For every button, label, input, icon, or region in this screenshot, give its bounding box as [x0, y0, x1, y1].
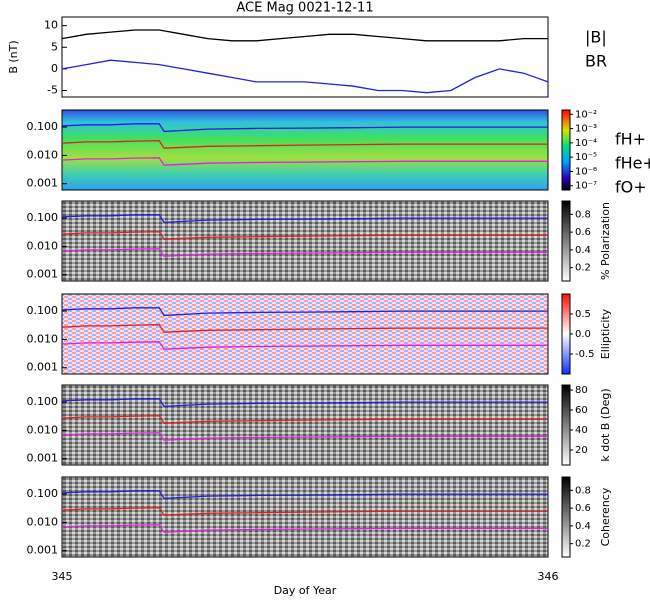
series-line: [61, 490, 548, 500]
series-line: [61, 524, 548, 533]
legend-label: fHe+: [615, 154, 650, 173]
x-tick-label: 345: [52, 570, 73, 583]
series-line: [61, 341, 548, 350]
y-tick-label: 0.100: [27, 487, 59, 500]
y-tick-label: 0.001: [27, 361, 59, 374]
series-line: [61, 248, 548, 257]
colorbar-tick-label: 0.8: [575, 485, 591, 496]
series-line: [61, 415, 548, 424]
y-tick-label: 0.010: [27, 423, 59, 436]
series-line: [61, 157, 548, 166]
legend-label: |B|: [585, 28, 607, 47]
colorbar-tick-label: 10⁻⁶: [575, 166, 597, 177]
plot-frame: [61, 109, 549, 191]
colorbar: [561, 293, 571, 375]
spectrogram: [62, 294, 548, 374]
y-tick-label: 10: [44, 19, 58, 32]
legend-label: BR: [585, 52, 607, 71]
plot-frame: [61, 293, 549, 375]
x-tick-label: 346: [538, 570, 559, 583]
y-tick-label: 0.001: [27, 177, 59, 190]
colorbar-tick-label: 10⁻⁷: [575, 181, 597, 192]
colorbar-label: k dot B (Deg): [599, 388, 612, 461]
colorbar-tick-label: 0.2: [575, 263, 591, 274]
y-tick-label: 0.010: [27, 148, 59, 161]
y-tick-label: 0.010: [27, 515, 59, 528]
chart-title: ACE Mag 0021-12-11: [236, 1, 373, 16]
series-line: [61, 214, 548, 224]
y-tick-label: -5: [47, 84, 58, 97]
colorbar-label: % Polarization: [599, 202, 612, 280]
colorbar: [561, 200, 571, 282]
y-tick-label: 0.010: [27, 239, 59, 252]
colorbar-tick-label: 10⁻³: [575, 124, 597, 135]
colorbar-label: Coherency: [599, 487, 612, 546]
series-line: [61, 398, 548, 408]
colorbar-tick-label: 10⁻⁴: [575, 138, 597, 149]
series-line: [61, 432, 548, 441]
x-axis-label: Day of Year: [274, 584, 337, 597]
colorbar-tick-label: 0.4: [575, 521, 591, 532]
colorbar-tick-label: 10⁻⁵: [575, 152, 597, 163]
plot-frame: [61, 476, 549, 558]
y-tick-label: 0.010: [27, 332, 59, 345]
colorbar: [561, 384, 571, 466]
y-tick-label: 0.100: [27, 304, 59, 317]
series-line: [61, 59, 549, 94]
colorbar: [561, 476, 571, 558]
legend-label: fH+: [615, 130, 646, 149]
series-line: [61, 231, 548, 240]
series-line: [61, 324, 548, 333]
spectrogram: [62, 477, 548, 557]
spectrogram: [62, 110, 548, 190]
colorbar-tick-label: 0.5: [575, 309, 591, 320]
y-tick-label: 0.100: [27, 120, 59, 133]
y-tick-label: 0.001: [27, 544, 59, 557]
colorbar-tick-label: 0.4: [575, 245, 591, 256]
colorbar: [561, 109, 571, 191]
spectrogram: [62, 201, 548, 281]
colorbar-tick-label: 0.2: [575, 539, 591, 550]
plot-frame: [61, 16, 549, 98]
series-line: [61, 307, 548, 317]
colorbar-tick-label: -0.5: [575, 349, 595, 360]
colorbar-tick-label: 0.6: [575, 227, 591, 238]
legend-label: fO+: [615, 178, 647, 197]
spectrogram: [62, 385, 548, 465]
colorbar-tick-label: 10⁻²: [575, 109, 597, 120]
colorbar-tick-label: 20: [575, 445, 588, 456]
plot-frame: [61, 200, 549, 282]
series-line: [61, 29, 548, 42]
colorbar-tick-label: 40: [575, 425, 588, 436]
y-tick-label: 0.001: [27, 268, 59, 281]
series-line: [61, 140, 548, 149]
y-tick-label: 0: [51, 62, 58, 75]
y-tick-label: 5: [51, 40, 58, 53]
colorbar-tick-label: 0.6: [575, 503, 591, 514]
y-tick-label: 0.100: [27, 211, 59, 224]
colorbar-tick-label: 60: [575, 405, 588, 416]
plot-frame: [61, 384, 549, 466]
colorbar-tick-label: 0.0: [575, 329, 591, 340]
colorbar-tick-label: 0.8: [575, 209, 591, 220]
y-tick-label: 0.100: [27, 395, 59, 408]
colorbar-tick-label: 80: [575, 385, 588, 396]
y-axis-label: B (nT): [7, 40, 20, 73]
colorbar-label: Ellipticity: [599, 308, 612, 359]
series-line: [61, 123, 548, 133]
y-tick-label: 0.001: [27, 452, 59, 465]
series-line: [61, 507, 548, 516]
